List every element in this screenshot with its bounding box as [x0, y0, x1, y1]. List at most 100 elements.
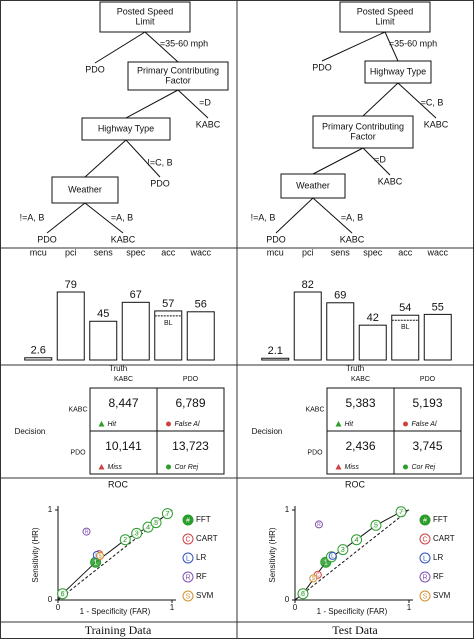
bar-value: 56 — [195, 299, 207, 311]
legend-symbol — [419, 552, 431, 564]
cell-value: 13,723 — [172, 439, 209, 453]
node-label: Posted Speed — [357, 6, 414, 16]
bar-category: acc — [398, 247, 413, 257]
bar-value: 82 — [302, 279, 314, 291]
point-label: 1 — [324, 560, 328, 567]
node-label: Weather — [68, 184, 102, 194]
tree-node — [81, 117, 171, 141]
cell-label: Cor Rej — [175, 464, 199, 471]
point-label: 1 — [94, 560, 98, 567]
legend-symbol-text: C — [422, 536, 427, 543]
node-label: Weather — [296, 180, 330, 190]
x-tick-label: 0 — [293, 603, 298, 612]
legend-symbol — [182, 590, 194, 602]
bar-category: pci — [65, 247, 77, 257]
node-label: Factor — [165, 75, 191, 85]
legend-symbol — [419, 571, 431, 583]
bar — [24, 357, 53, 361]
column-label: KABC — [351, 376, 370, 383]
point-label: 6 — [61, 591, 65, 598]
cell-value: 5,193 — [412, 396, 442, 410]
row-label: PDO — [307, 449, 323, 456]
bar-value: 57 — [162, 298, 174, 310]
tree-edge — [94, 31, 146, 64]
tree-node — [364, 60, 432, 84]
cell-value: 3,745 — [412, 439, 442, 453]
legend-symbol — [419, 533, 431, 545]
node-label: Primary Contributing — [137, 65, 219, 75]
point-symbol: C — [316, 573, 320, 579]
leaf-label: PDO — [150, 178, 170, 188]
roc-point — [328, 551, 337, 560]
row-label: KABC — [305, 406, 324, 413]
edge-label: =A, B — [111, 212, 133, 222]
legend-label: LR — [433, 553, 443, 562]
bar-value: 79 — [65, 279, 77, 291]
point-label: 6 — [301, 591, 305, 598]
tree-edge — [312, 147, 364, 175]
bar-value: 69 — [334, 290, 346, 302]
point-symbol: L — [331, 554, 334, 560]
bar — [326, 302, 355, 361]
point-symbol: S — [99, 554, 103, 560]
cell-icon — [403, 464, 408, 470]
legend-symbol — [182, 552, 194, 564]
node-label: Limit — [375, 16, 395, 26]
edge-label: !=A, B — [20, 212, 45, 222]
legend-symbol-text: # — [186, 517, 190, 524]
point-label: 7 — [165, 511, 169, 518]
edge-label: =35-60 mph — [389, 38, 437, 48]
point-label: 4 — [355, 537, 359, 544]
edge-label: =A, B — [341, 212, 363, 222]
node-label: Highway Type — [370, 66, 426, 76]
bar-value: 45 — [97, 308, 109, 320]
leaf-label: PDO — [37, 234, 57, 244]
bar-category: spec — [126, 247, 146, 257]
tree-edge — [144, 31, 179, 63]
tree-node — [339, 1, 431, 33]
row-title: Decision — [252, 427, 283, 436]
edge-label: !=A, B — [251, 212, 276, 222]
legend-symbol — [182, 533, 194, 545]
tree-edge — [362, 82, 399, 117]
node-label: Posted Speed — [117, 6, 174, 16]
legend-symbol — [182, 571, 194, 583]
point-label: 2 — [123, 537, 127, 544]
leaf-label: KABC — [340, 234, 365, 244]
roc-point — [309, 574, 318, 583]
point-label: 3 — [135, 531, 139, 538]
edge-label: !=C, B — [147, 157, 172, 167]
tree-node — [280, 173, 346, 199]
bar — [56, 291, 85, 361]
bar-value: 2.6 — [31, 345, 46, 357]
bar-value: 2.1 — [268, 345, 283, 357]
bar-value: 54 — [399, 302, 411, 314]
point-label: 5 — [374, 523, 378, 530]
caption: Training Data — [85, 623, 152, 637]
legend-label: RF — [196, 572, 207, 581]
cell-icon — [98, 421, 105, 427]
roc-point — [297, 588, 309, 600]
x-tick-label: 1 — [407, 603, 412, 612]
matrix-title: Truth — [346, 364, 364, 373]
bar — [89, 320, 118, 361]
y-tick-label: 0 — [48, 595, 53, 604]
legend-label: RF — [433, 572, 444, 581]
roc-point — [57, 588, 69, 600]
node-label: Limit — [135, 16, 155, 26]
cell-value: 6,789 — [175, 396, 205, 410]
legend-symbol-text: R — [185, 574, 190, 581]
tree-edge — [84, 202, 124, 234]
cell-label: False Al — [412, 421, 437, 428]
row-title: Decision — [15, 427, 46, 436]
legend-symbol-text: R — [422, 574, 427, 581]
legend-label: SVM — [196, 591, 214, 600]
column-label: PDO — [420, 376, 436, 383]
legend-symbol-text: L — [423, 555, 427, 562]
cell-value: 2,436 — [345, 439, 375, 453]
column-label: PDO — [183, 376, 199, 383]
roc-point — [96, 551, 105, 560]
tree-edge — [397, 82, 437, 119]
bar — [423, 313, 452, 361]
legend-symbol-text: L — [186, 555, 190, 562]
